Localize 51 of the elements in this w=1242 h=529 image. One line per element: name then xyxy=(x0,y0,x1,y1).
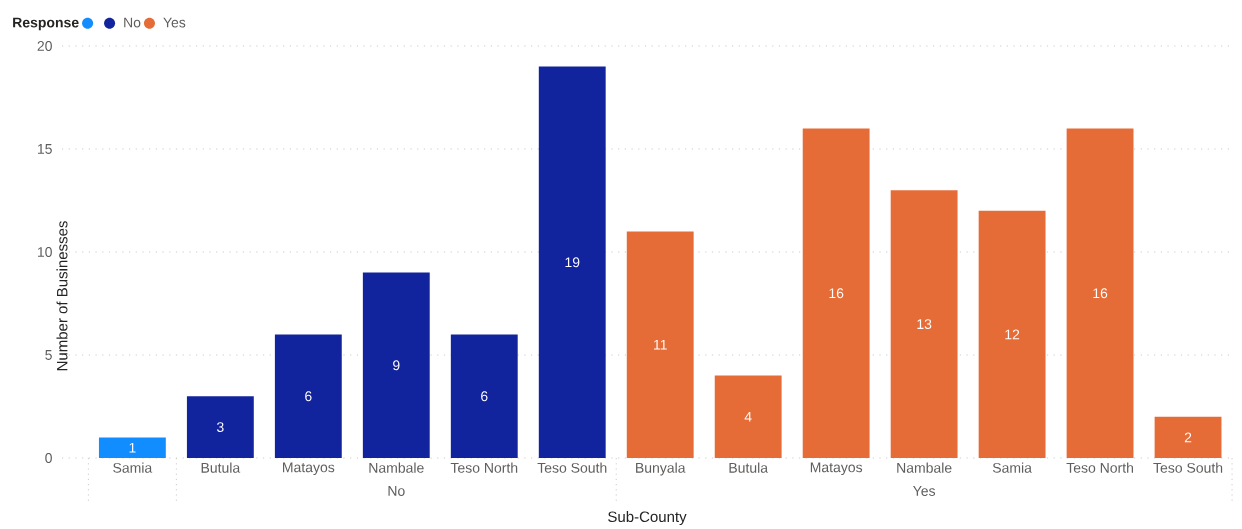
x-tick-label: Bunyala xyxy=(636,462,686,476)
x-tick-label: Matayos xyxy=(810,462,863,476)
bar xyxy=(802,128,870,458)
bar xyxy=(978,210,1046,458)
legend-label: Yes xyxy=(163,17,186,28)
bar xyxy=(538,66,606,458)
x-tick-label: Butula xyxy=(729,462,769,473)
data-label: 11 xyxy=(654,339,667,350)
data-label: 9 xyxy=(393,360,400,371)
data-label: 4 xyxy=(744,411,752,422)
data-label: 6 xyxy=(481,391,488,402)
x-tick-label: Samia xyxy=(113,462,153,473)
x-tick-label: Teso South xyxy=(537,462,607,473)
text: No xyxy=(388,486,405,496)
x-tick-label: Teso South xyxy=(1153,462,1223,473)
y-tick-label: 20 xyxy=(37,41,52,51)
x-tick-label: Nambale xyxy=(369,462,424,473)
data-label: 6 xyxy=(305,391,312,402)
bar xyxy=(274,334,342,458)
bar xyxy=(186,396,254,458)
y-tick-label: 10 xyxy=(37,247,52,257)
x-tick-label: Teso North xyxy=(1066,462,1133,473)
data-label: 2 xyxy=(1184,432,1192,443)
data-label: 1 xyxy=(129,442,136,453)
x-tick-label: Matayos xyxy=(283,462,335,476)
bar xyxy=(450,334,518,458)
x-axis-title: Sub-County xyxy=(608,511,687,525)
bar xyxy=(98,437,166,458)
data-label: 3 xyxy=(216,422,224,433)
y-tick-label: 15 xyxy=(37,144,52,154)
data-label: 19 xyxy=(565,257,580,268)
x-tick-label: Samia xyxy=(992,462,1032,473)
legend-title: Response xyxy=(13,17,79,31)
x-tick-label: Nambale xyxy=(897,462,952,473)
data-label: 13 xyxy=(917,319,932,330)
bar xyxy=(1154,416,1222,458)
text: Yes xyxy=(913,486,936,496)
data-label: 16 xyxy=(1093,288,1108,299)
bar xyxy=(890,190,958,458)
y-tick-label: 0 xyxy=(45,453,52,463)
x-tick-label: Butula xyxy=(201,462,241,473)
data-label: 12 xyxy=(1005,329,1020,340)
x-tick-label: Teso North xyxy=(450,462,518,473)
y-tick-label: 5 xyxy=(45,350,52,360)
legend-label: No xyxy=(124,17,141,28)
bar xyxy=(626,231,694,458)
bar xyxy=(362,272,430,458)
data-label: 16 xyxy=(829,288,844,299)
bar xyxy=(1066,128,1134,458)
y-axis-title: Number of Businesses xyxy=(56,221,68,371)
bar xyxy=(714,375,782,458)
